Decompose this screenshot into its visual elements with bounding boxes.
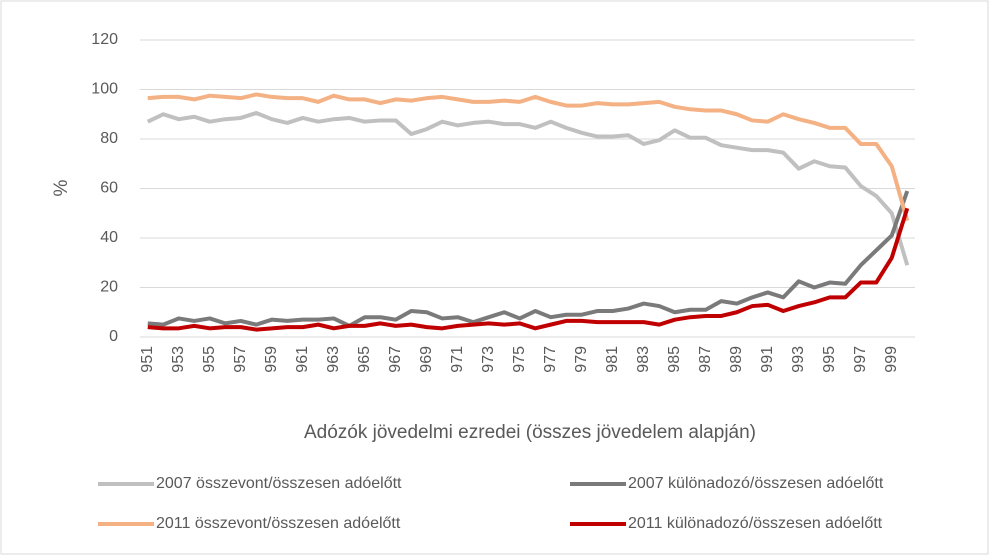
- y-tick-label: 0: [109, 328, 118, 345]
- x-tick-label: 963: [325, 346, 342, 373]
- x-tick-label: 989: [728, 346, 745, 373]
- y-tick-label: 40: [100, 229, 118, 246]
- y-tick-label: 80: [100, 130, 118, 147]
- x-tick-label: 951: [139, 346, 156, 373]
- y-tick-label: 20: [100, 279, 118, 296]
- series-line: [146, 111, 910, 266]
- x-tick-label: 983: [635, 346, 652, 373]
- x-tick-label: 977: [542, 346, 559, 373]
- x-tick-label: 981: [604, 346, 621, 373]
- x-tick-label: 995: [821, 346, 838, 373]
- x-tick-label: 997: [852, 346, 869, 373]
- x-tick-label: 957: [232, 346, 249, 373]
- x-tick-label: 973: [480, 346, 497, 373]
- x-axis-title: Adózók jövedelmi ezredei (összes jövedel…: [304, 422, 756, 443]
- y-tick-label: 120: [91, 31, 118, 48]
- y-axis-title: %: [51, 179, 72, 196]
- x-tick-label: 985: [666, 346, 683, 373]
- x-tick-label: 991: [759, 346, 776, 373]
- x-tick-label: 987: [697, 346, 714, 373]
- series-line: [147, 207, 910, 332]
- x-tick-label: 971: [449, 346, 466, 373]
- x-tick-label: 959: [263, 346, 280, 373]
- x-tick-label: 955: [201, 346, 218, 373]
- x-tick-label: 969: [418, 346, 435, 373]
- x-tick-label: 967: [387, 346, 404, 373]
- x-tick-label: 965: [356, 346, 373, 373]
- series-line: [147, 92, 910, 222]
- legend-label: 2007 összevont/összesen adóelőtt: [156, 475, 402, 492]
- x-tick-label: 975: [511, 346, 528, 373]
- y-tick-label: 60: [100, 180, 118, 197]
- x-tick-label: 953: [170, 346, 187, 373]
- y-tick-label: 100: [91, 81, 118, 98]
- x-tick-label: 993: [790, 346, 807, 373]
- legend-label: 2011 összevont/összesen adóelőtt: [156, 515, 401, 532]
- legend-label: 2007 különadozó/összesen adóelőtt: [628, 475, 884, 492]
- x-tick-label: 961: [294, 346, 311, 373]
- legend-label: 2011 különadozó/összesen adóelőtt: [628, 515, 883, 532]
- x-tick-label: 979: [573, 346, 590, 373]
- series-line: [147, 190, 910, 328]
- x-tick-label: 999: [883, 346, 900, 373]
